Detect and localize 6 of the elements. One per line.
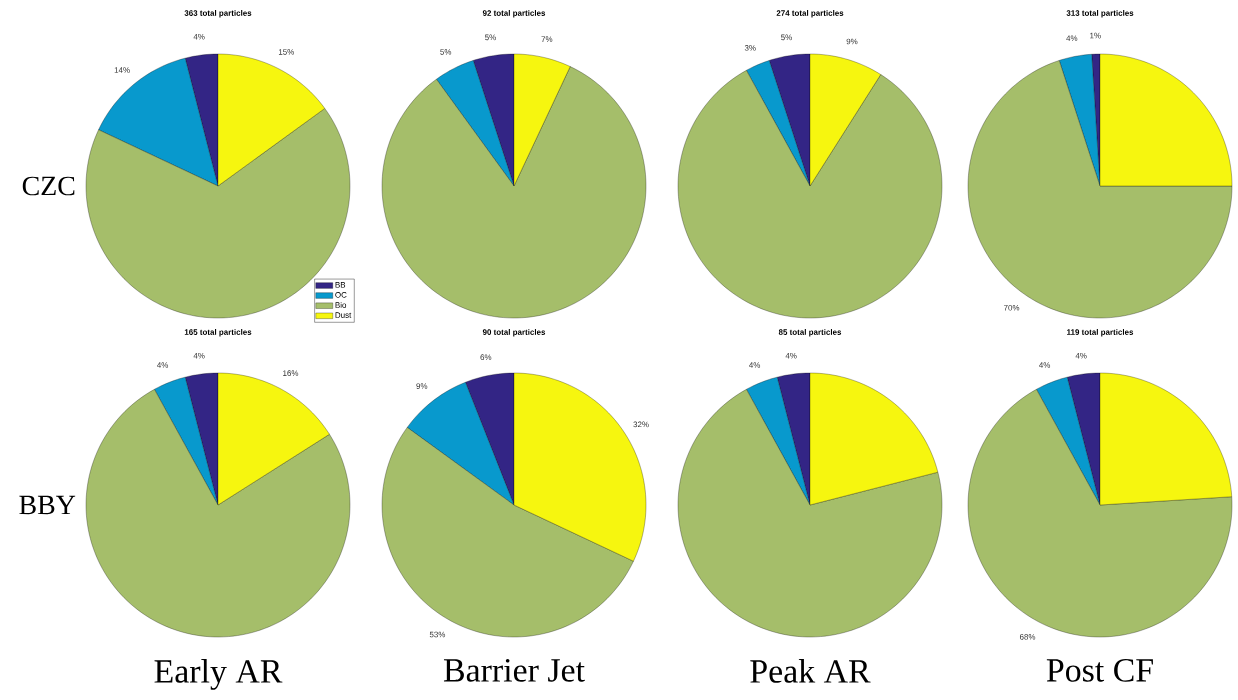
text: Early AR xyxy=(154,659,283,690)
text: Post CF xyxy=(1046,659,1153,682)
text: BBY xyxy=(19,495,76,515)
text: Barrier Jet xyxy=(443,659,585,682)
text: CZC xyxy=(22,176,75,196)
text: Peak AR xyxy=(750,659,871,683)
